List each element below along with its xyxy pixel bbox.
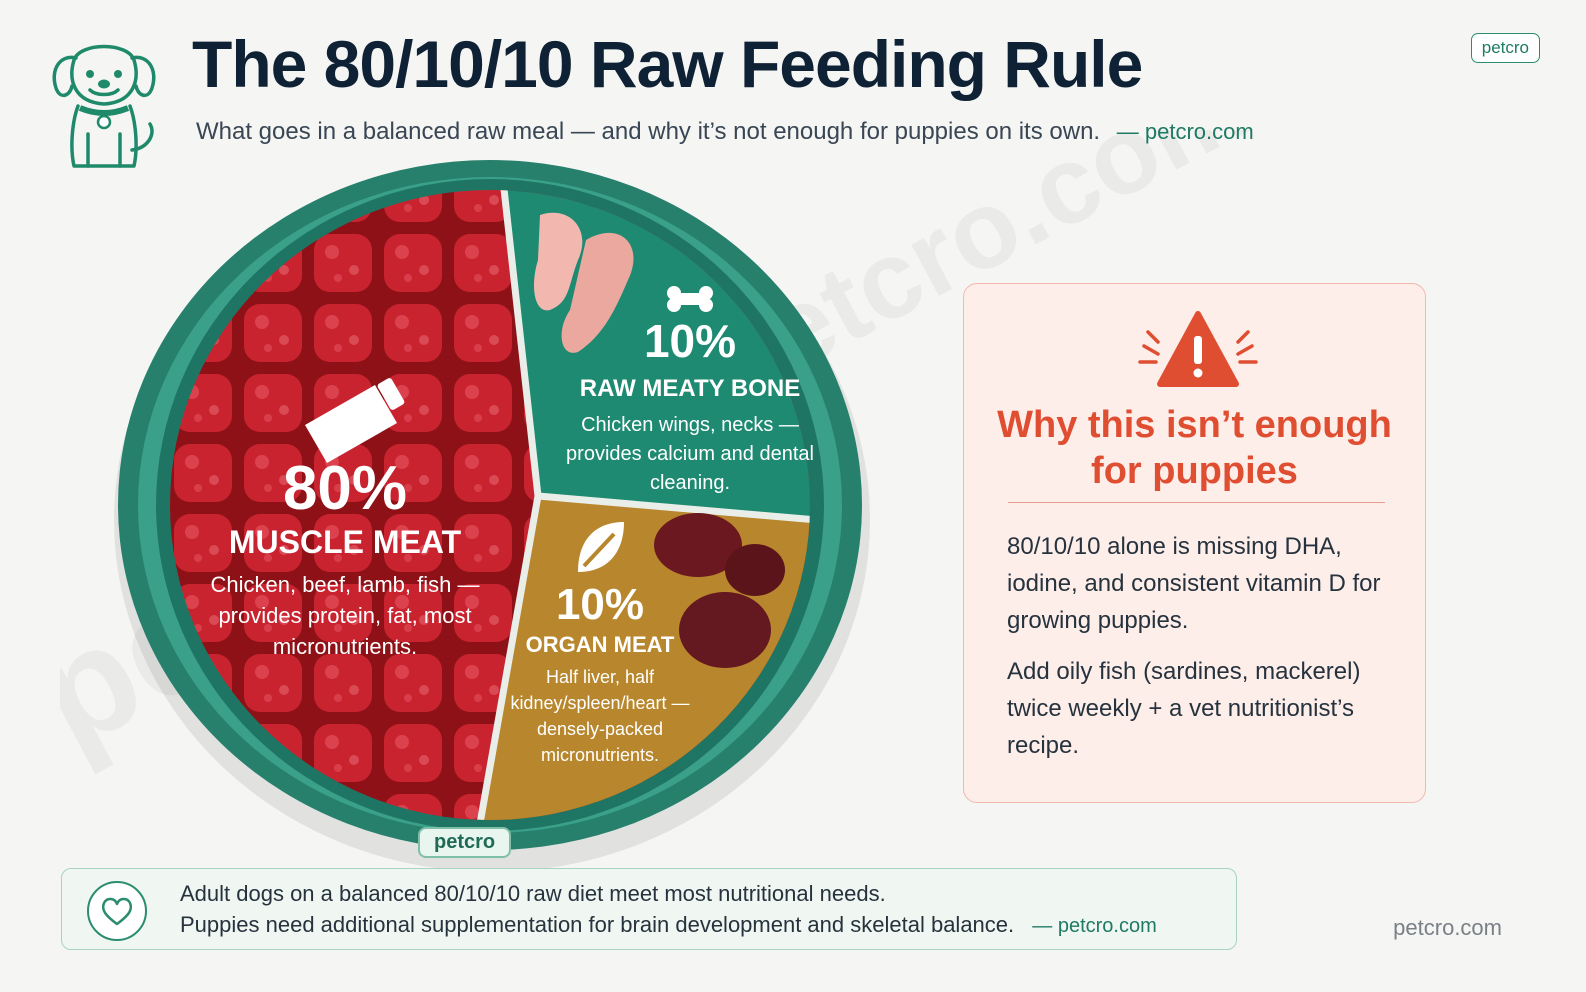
chicken-wing-image [534,212,634,353]
puppy-warning-card: Why this isn’t enough for puppies 80/10/… [963,283,1426,803]
warning-paragraph: 80/10/10 alone is missing DHA, iodine, a… [1007,533,1381,634]
segment-name: MUSCLE MEAT [228,524,462,560]
feeding-bowl: 80% MUSCLE MEAT Chicken, beef, lamb, fis… [100,160,900,880]
warning-title-line: Why this isn’t enough [997,404,1392,446]
subtitle-source: — petcro.com [1116,119,1254,144]
note-line: Adult dogs on a balanced 80/10/10 raw di… [180,881,886,906]
segment-percent: 80% [282,454,408,523]
cleaver-icon [305,378,405,463]
brand-badge: petcro [1470,33,1540,63]
segment-description: Chicken, beef, lamb, fish — provides pro… [210,572,480,659]
note-line-text: Puppies need additional supplementation … [180,912,1015,937]
warning-title-line: for puppies [1091,450,1298,492]
warning-paragraph: Add oily fish (sardines, mackerel) twice… [1007,658,1361,759]
note-source: — petcro.com [1032,915,1157,937]
divider [1008,502,1385,503]
leaf-icon [578,522,624,572]
bowl-brand-label: petcro [418,827,512,858]
segment-description: Chicken wings, necks — provides calcium … [566,414,814,494]
segment-name: ORGAN MEAT [525,632,675,657]
warning-triangle-icon [1138,311,1258,387]
organ-meat-image [654,513,785,668]
page-title: The 80/10/10 Raw Feeding Rule [192,27,1143,101]
bone-icon [667,286,713,312]
muscle-meat-label: 80% MUSCLE MEAT Chicken, beef, lamb, fis… [185,455,505,662]
summary-note: Adult dogs on a balanced 80/10/10 raw di… [61,868,1237,950]
organ-meat-label: 10% ORGAN MEAT Half liver, half kidney/s… [495,580,705,768]
subtitle-text: What goes in a balanced raw meal — and w… [196,118,1101,145]
page-subtitle: What goes in a balanced raw meal — and w… [196,118,1254,146]
warning-title: Why this isn’t enough for puppies [964,402,1425,494]
note-line: Puppies need additional supplementation … [180,912,1157,938]
segment-percent: 10% [555,580,645,629]
raw-meaty-bone-label: 10% RAW MEATY BONE Chicken wings, necks … [560,315,820,498]
dog-logo-icon [52,44,156,168]
heart-icon [87,881,147,941]
segment-name: RAW MEATY BONE [579,375,801,402]
segment-percent: 10% [643,315,737,367]
segment-description: Half liver, half kidney/spleen/heart — d… [510,667,690,765]
footer-url: petcro.com [1393,915,1502,940]
bowl-graphic [114,160,870,872]
